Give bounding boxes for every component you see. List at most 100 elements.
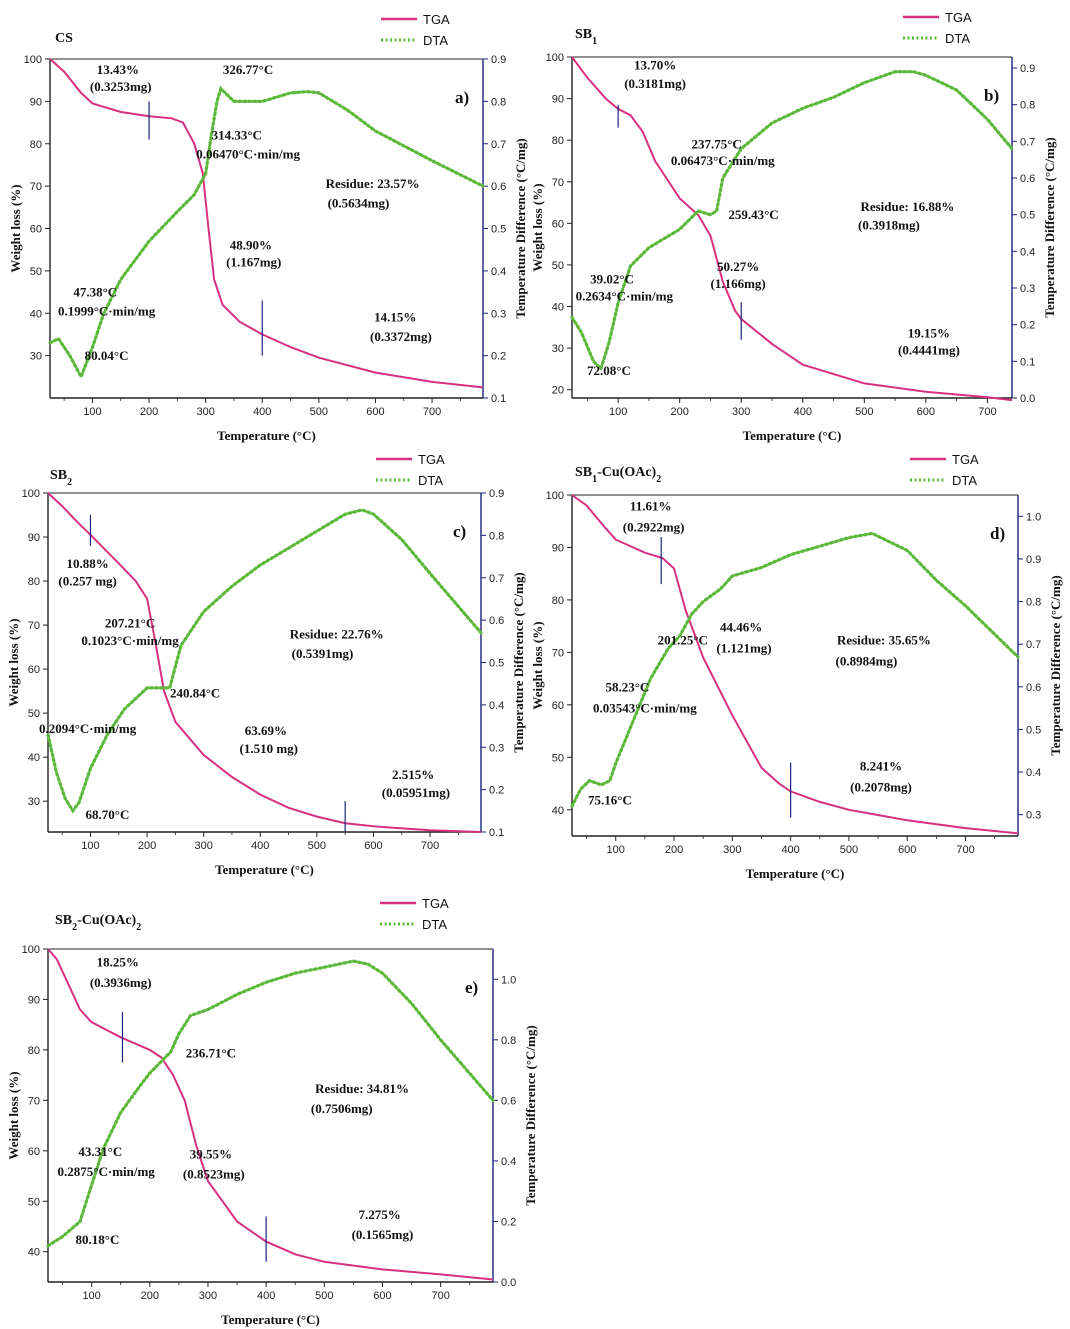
y-tick-label: 40: [28, 752, 40, 764]
y2-tick-label: 0.4: [491, 266, 506, 278]
x-tick-label: 100: [609, 406, 627, 418]
chart-panel-a: 100 200 300 400 500 600 700 30 40 50 60 70 80 90 100 0.…: [8, 12, 528, 443]
y2-tick-label: 0.8: [1026, 597, 1041, 609]
y-tick-label: 60: [552, 218, 564, 230]
x-tick-label: 700: [956, 844, 974, 856]
panel-title-sub: 1: [592, 474, 597, 485]
annotation-label: (0.3181mg): [624, 76, 686, 91]
y2-tick-label: 0.2: [501, 1216, 516, 1228]
y-tick-label: 80: [28, 576, 40, 588]
y2-tick-label: 0.4: [489, 700, 504, 712]
y2-tick-label: 0.0: [1020, 393, 1035, 405]
annotation-label: Residue: 22.76%: [290, 626, 384, 641]
x-tick-label: 600: [366, 406, 384, 418]
y2-tick-label: 0.9: [489, 488, 504, 500]
annotation-label: 39.55%: [190, 1146, 232, 1161]
y2-tick-label: 0.9: [491, 54, 506, 66]
y2-tick-label: 0.9: [1020, 63, 1035, 75]
x-tick-label: 300: [199, 1290, 217, 1302]
annotation-label: 75.16°C: [588, 793, 632, 808]
y2-tick-label: 0.8: [1020, 100, 1035, 112]
x-tick-label: 600: [917, 406, 935, 418]
y2-tick-label: 0.4: [501, 1156, 516, 1168]
panel-title: SB1-Cu(OAc)2: [575, 465, 661, 485]
y2-tick-label: 0.5: [491, 224, 506, 236]
y2-tick-label: 0.2: [1020, 320, 1035, 332]
panel-title: CS: [55, 31, 73, 46]
y2-tick-label: 0.5: [489, 658, 504, 670]
y-tick-label: 40: [552, 805, 564, 817]
panel-title-sub: 2: [67, 477, 72, 488]
x-axis-label: Temperature (°C): [746, 866, 845, 881]
x-tick-label: 500: [855, 406, 873, 418]
tga-series-line: [49, 58, 484, 389]
legend-tga-label: TGA: [423, 12, 450, 27]
annotation-label: 0.06470°C·min/mg: [196, 147, 300, 162]
y-axis-label: Weight loss (%): [6, 1071, 21, 1159]
y-tick-label: 90: [552, 542, 564, 554]
panel-title-suffix: -Cu(OAc): [77, 913, 136, 928]
y2-tick-label: 0.6: [1026, 682, 1041, 694]
x-tick-label: 200: [141, 1290, 159, 1302]
annotation-label: 72.08°C: [587, 363, 631, 378]
y2-tick-label: 0.4: [1026, 767, 1041, 779]
y-tick-label: 100: [546, 490, 564, 502]
annotation-label: (0.05951mg): [382, 785, 450, 800]
x-tick-label: 200: [138, 840, 156, 852]
y-tick-label: 100: [22, 488, 40, 500]
dta-series-line: [570, 531, 1020, 808]
annotation-label: 236.71°C: [186, 1045, 236, 1060]
annotation-label: 0.2094°C·min/mg: [39, 721, 137, 736]
x-tick-label: 600: [898, 844, 916, 856]
x-tick-label: 400: [257, 1290, 275, 1302]
y2-tick-label: 0.6: [491, 181, 506, 193]
panel-title-suffix-sub: 2: [656, 474, 661, 485]
y2-axis-label: Temperature Difference (°C/mg): [511, 572, 526, 752]
annotation-label: (0.7506mg): [311, 1101, 373, 1116]
x-tick-label: 200: [140, 406, 158, 418]
annotation-label: 2.515%: [392, 767, 434, 782]
y-tick-label: 80: [28, 1045, 40, 1057]
y2-tick-label: 0.7: [491, 139, 506, 151]
x-tick-label: 700: [421, 840, 439, 852]
annotation-label: 80.04°C: [85, 348, 129, 363]
y2-axis-label: Temperature Difference (°C/mg): [1048, 575, 1063, 755]
annotation-label: 0.2875°C·min/mg: [58, 1164, 156, 1179]
y-tick-label: 40: [552, 302, 564, 314]
x-axis-label: Temperature (°C): [215, 862, 314, 877]
y-tick-label: 80: [552, 135, 564, 147]
y-tick-label: 30: [552, 343, 564, 355]
y2-tick-label: 0.5: [1020, 210, 1035, 222]
y-tick-label: 100: [546, 52, 564, 64]
y2-tick-label: 0.1: [489, 827, 504, 839]
y-tick-label: 50: [28, 1196, 40, 1208]
panel-title-sub: 1: [592, 36, 597, 47]
y-axis-label: Weight loss (%): [6, 618, 21, 706]
legend-dta-label: DTA: [422, 917, 447, 932]
panel-title: SB1: [575, 27, 597, 47]
y-tick-label: 70: [28, 620, 40, 632]
x-tick-label: 300: [723, 844, 741, 856]
x-tick-label: 400: [781, 844, 799, 856]
annotation-label: (0.257 mg): [58, 573, 117, 588]
y-tick-label: 70: [552, 177, 564, 189]
x-tick-label: 200: [671, 406, 689, 418]
annotation-label: 0.06473°C·min/mg: [671, 153, 775, 168]
y-tick-label: 40: [28, 1247, 40, 1259]
chart-panel-e: 100 200 300 400 500 600 700 40 50 60 70 80 90 100 0.0 0…: [6, 896, 538, 1327]
panel-title-main: SB: [50, 468, 67, 483]
annotation-label: 237.75°C: [691, 136, 741, 151]
annotation-label: 68.70°C: [86, 807, 130, 822]
y-tick-label: 50: [552, 260, 564, 272]
y2-tick-label: 0.8: [501, 1035, 516, 1047]
y2-tick-label: 0.8: [491, 96, 506, 108]
legend-tga-label: TGA: [418, 452, 445, 467]
panel-title-suffix: -Cu(OAc): [597, 465, 656, 480]
x-tick-label: 100: [81, 840, 99, 852]
y2-tick-label: 0.3: [1020, 283, 1035, 295]
annotation-label: Residue: 34.81%: [315, 1081, 409, 1096]
annotation-label: 58.23°C: [605, 680, 649, 695]
x-tick-label: 100: [607, 844, 625, 856]
legend-dta-label: DTA: [423, 33, 448, 48]
annotation-label: 48.90%: [230, 238, 272, 253]
